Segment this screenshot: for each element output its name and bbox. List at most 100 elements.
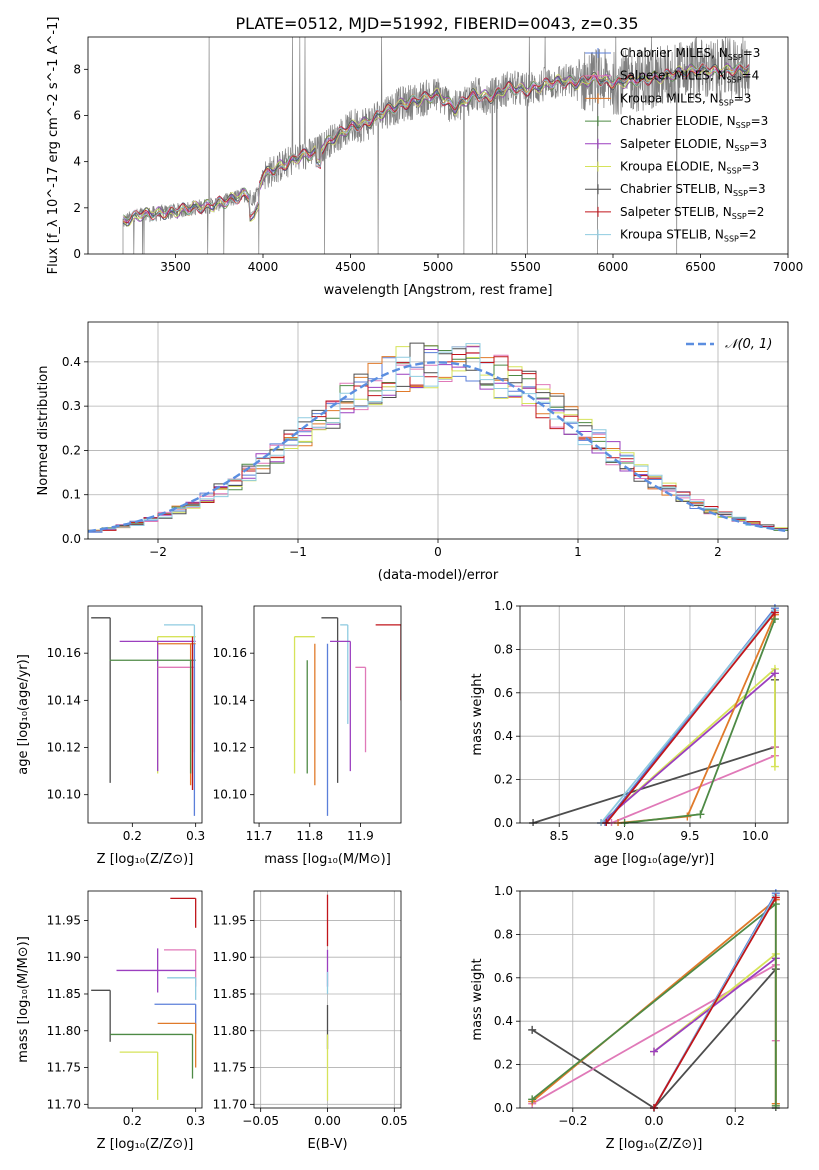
errorbar-salpeter-stelib — [375, 624, 401, 701]
y-tick-label: 11.95 — [213, 913, 247, 927]
weight-lines — [529, 604, 779, 826]
errorbar-chabrier-miles — [154, 1003, 197, 1034]
axes-frame — [519, 605, 789, 824]
x-tick-label: 11.8 — [296, 829, 323, 843]
errorbar-chabrier-elodie — [110, 1033, 194, 1079]
y-tick-label: 0.1 — [62, 488, 81, 502]
y-tick-label: 2 — [73, 201, 81, 215]
axes-frame — [87, 36, 789, 255]
y-tick-label: 0.6 — [494, 971, 513, 985]
errorbar-kroupa-stelib — [340, 624, 349, 724]
errorbar-salpeter-miles — [164, 949, 197, 987]
errorbar-kroupa-stelib — [164, 624, 196, 724]
y-tick-label: 0.4 — [494, 729, 513, 743]
y-axis-label: Flux [f_λ 10^-17 erg cm^-2 s^-1 A^-1] — [46, 17, 61, 275]
series-line — [605, 611, 776, 824]
y-tick-label: 11.80 — [213, 1024, 247, 1038]
series-line — [653, 897, 777, 1109]
x-axis-label: wavelength [Angstrom, rest frame] — [324, 283, 553, 298]
series-line — [617, 614, 776, 824]
errorbar-kroupa-stelib — [167, 977, 197, 1000]
model-line-kroupa-elodie — [122, 64, 750, 227]
x-tick-label: 7000 — [773, 260, 804, 274]
legend-entry: Chabrier ELODIE, NSSP=3 — [620, 114, 768, 130]
legend-entry: Kroupa STELIB, NSSP=2 — [620, 228, 757, 244]
series-chabrier-elodie — [528, 900, 780, 1110]
x-tick-label: 0.2 — [123, 829, 142, 843]
error-bars — [91, 897, 197, 1100]
y-tick-label: 1.0 — [494, 884, 513, 898]
errorbar-chabrier-stelib — [91, 989, 111, 1042]
x-axis-label: Z [log₁₀(Z/Z⊙)] — [97, 852, 194, 867]
y-tick-label: 10.16 — [213, 646, 247, 660]
y-axis-label: age [log₁₀(age/yr)] — [16, 654, 31, 775]
y-tick-label: 0.2 — [62, 443, 81, 457]
x-tick-label: 5000 — [423, 260, 454, 274]
x-axis-label: mass [log₁₀(M/M⊙)] — [264, 852, 391, 867]
axes-frame — [253, 890, 402, 1109]
legend-entry: Salpeter ELODIE, NSSP=3 — [620, 137, 767, 153]
age-vs-Z-panel: 0.2 0.3 10.10 10.12 10.14 10.16 Z [log₁₀(Z/Z⊙)… — [16, 605, 205, 867]
y-tick-label: 10.14 — [213, 693, 247, 707]
x-axis-label: Z [log₁₀(Z/Z⊙)] — [97, 1137, 194, 1152]
x-tick-label: 9.5 — [680, 829, 699, 843]
series-marker — [770, 762, 779, 771]
series-salpeter-stelib — [602, 608, 779, 826]
y-tick-label: 11.85 — [213, 987, 247, 1001]
series-marker — [650, 1047, 658, 1056]
legend-entry: Kroupa ELODIE, NSSP=3 — [620, 160, 759, 176]
y-tick-label: 11.90 — [47, 950, 81, 964]
x-tick-label: 9.0 — [615, 829, 634, 843]
mass-vs-EBV-panel: −0.05 0.00 0.05 11.70 11.75 11.80 11.85 11.90 11… — [213, 890, 408, 1152]
series-marker — [770, 669, 779, 678]
x-tick-label: 0.3 — [186, 829, 205, 843]
y-tick-label: 10.12 — [213, 741, 247, 755]
x-tick-label: 6500 — [685, 260, 716, 274]
series-marker — [770, 608, 779, 617]
y-tick-label: 11.75 — [47, 1061, 81, 1075]
y-tick-label: 10.12 — [47, 741, 81, 755]
figure-title: PLATE=0512, MJD=51992, FIBERID=0043, z=0… — [235, 14, 638, 33]
errorbar-kroupa-elodie — [119, 1051, 159, 1100]
x-tick-label: 4000 — [248, 260, 279, 274]
x-tick-label: 0.00 — [314, 1114, 341, 1128]
series-marker — [696, 810, 705, 819]
histogram-kroupa-stelib — [88, 343, 788, 539]
mass-vs-Z-panel: 0.2 0.3 11.70 11.75 11.80 11.85 11.90 11.95 Z [l… — [16, 890, 205, 1152]
massweight-vs-Z-panel: −0.2 0.0 0.2 0.0 0.2 0.4 0.6 0.8 1.0 Z [log₁₀(Z/Z… — [470, 884, 789, 1152]
series-line — [653, 957, 777, 1053]
legend-entry: Chabrier STELIB, NSSP=3 — [620, 182, 766, 198]
y-tick-label: 0.4 — [494, 1014, 513, 1028]
legend-entry: Chabrier MILES, NSSP=3 — [620, 46, 760, 62]
x-tick-label: −1 — [289, 545, 307, 559]
x-tick-label: 8.5 — [550, 829, 569, 843]
series-line — [653, 952, 777, 1104]
error-bars — [293, 617, 401, 816]
y-tick-label: 0.3 — [62, 399, 81, 413]
y-tick-label: 0.6 — [494, 686, 513, 700]
legend: Chabrier MILES, NSSP=3 Salpeter MILES, NS… — [585, 46, 768, 244]
errorbar-salpeter-miles — [355, 666, 367, 753]
errorbar-chabrier-stelib — [91, 617, 111, 783]
y-tick-label: 11.80 — [47, 1024, 81, 1038]
y-tick-label: 11.90 — [213, 950, 247, 964]
y-tick-label: 11.85 — [47, 987, 81, 1001]
y-tick-label: 0.2 — [494, 773, 513, 787]
legend-entry: 𝒩(0, 1) — [725, 337, 772, 352]
axes-frame — [519, 890, 789, 1109]
y-tick-label: 0.8 — [494, 642, 513, 656]
y-tick-label: 11.70 — [213, 1097, 247, 1111]
x-tick-label: 1 — [574, 545, 582, 559]
x-tick-label: −0.05 — [242, 1114, 279, 1128]
x-axis-label: age [log₁₀(age/yr)] — [594, 852, 715, 867]
errorbar-chabrier-elodie — [109, 659, 196, 774]
histograms — [88, 342, 788, 539]
y-tick-label: 10.10 — [47, 788, 81, 802]
y-tick-label: 0.4 — [62, 355, 81, 369]
y-tick-label: 0 — [73, 247, 81, 261]
series-marker — [528, 1095, 537, 1104]
errorbar-salpeter-miles — [157, 666, 196, 753]
y-tick-label: 1.0 — [494, 599, 513, 613]
x-tick-label: −0.2 — [558, 1114, 587, 1128]
massweight-vs-age-panel: 8.5 9.0 9.5 10.0 0.0 0.2 0.4 0.6 0.8 1.0 age [log₁… — [470, 599, 789, 867]
